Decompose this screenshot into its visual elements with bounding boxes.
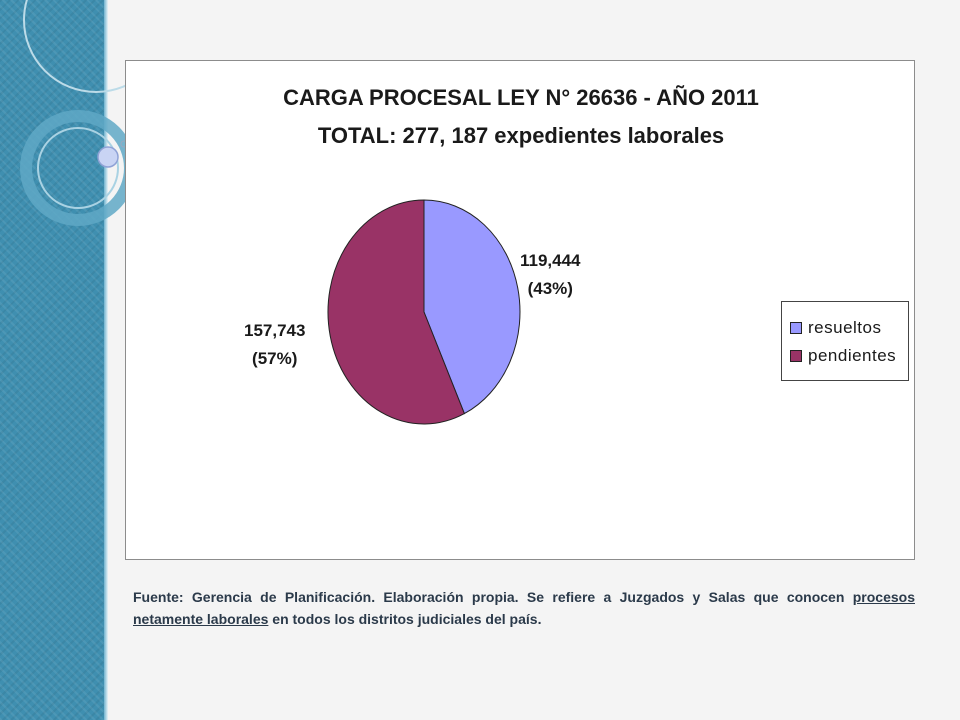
slice-value-pendientes: 157,743	[244, 321, 306, 340]
side-band-edge	[104, 0, 108, 720]
chart-title: CARGA PROCESAL LEY N° 26636 - AÑO 2011	[283, 85, 759, 110]
slice-label-resueltos: 119,444 (43%)	[520, 247, 581, 303]
chart-legend: resueltos pendientes	[781, 301, 909, 381]
legend-label-resueltos: resueltos	[808, 318, 882, 337]
pie-slice-pendientes	[327, 199, 465, 425]
source-text-end: en todos los distritos judiciales del pa…	[268, 611, 542, 627]
deco-ring-large	[23, 0, 150, 93]
legend-item-resueltos: resueltos	[790, 314, 908, 342]
chart-frame: CARGA PROCESAL LEY N° 26636 - AÑO 2011 T…	[125, 60, 915, 560]
source-note: Fuente: Gerencia de Planificación. Elabo…	[133, 586, 915, 630]
chart-subtitle: TOTAL: 277, 187 expedientes laborales	[317, 123, 725, 148]
slice-percent-resueltos: (43%)	[527, 279, 573, 298]
source-text-start: Fuente: Gerencia de Planificación. Elabo…	[133, 589, 853, 605]
slice-label-pendientes: 157,743 (57%)	[244, 317, 305, 373]
legend-swatch-resueltos	[790, 322, 802, 334]
deco-ring-small	[20, 110, 136, 226]
deco-ball	[97, 146, 119, 168]
deco-ring-inner	[37, 127, 119, 209]
slice-value-resueltos: 119,444	[520, 251, 581, 270]
legend-label-pendientes: pendientes	[808, 346, 897, 365]
pie-slice-resueltos	[423, 199, 521, 415]
pie-chart	[327, 199, 521, 425]
legend-swatch-pendientes	[790, 350, 802, 362]
legend-item-pendientes: pendientes	[790, 342, 908, 370]
source-link[interactable]: procesos netamente laborales	[133, 589, 915, 627]
slice-percent-pendientes: (57%)	[252, 349, 298, 368]
